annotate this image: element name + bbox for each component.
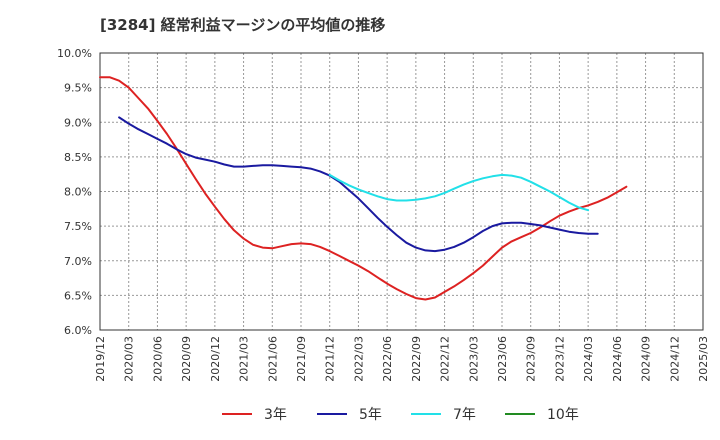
series-line-2 xyxy=(118,116,599,253)
x-tick-label: 2021/12 xyxy=(324,336,337,382)
x-tick-label: 2019/12 xyxy=(94,336,107,382)
x-tick-label: 2023/09 xyxy=(525,336,538,382)
chart-title: [3284] 経常利益マージンの平均値の推移 xyxy=(100,16,386,34)
y-tick-label: 7.5% xyxy=(64,220,92,233)
x-tick-label: 2020/09 xyxy=(180,336,193,382)
plot-area-frame xyxy=(99,52,704,331)
x-tick-label: 2024/03 xyxy=(582,336,595,382)
y-tick-label: 7.0% xyxy=(64,255,92,268)
legend-label: 10年 xyxy=(547,407,579,423)
y-tick-label: 8.0% xyxy=(64,186,92,199)
x-axis-ticks: 2019/12 2020/03 2020/06 2020/09 2020/12 2021/… xyxy=(94,336,710,382)
x-tick-label: 2022/09 xyxy=(410,336,423,382)
y-axis-ticks: 10.0% 9.5% 9.0% 8.5% 8.0% 7.5% 7.0% 6.5% 6.0% xyxy=(57,47,92,337)
x-tick-label: 2020/03 xyxy=(123,336,136,382)
x-tick-label: 2020/12 xyxy=(209,336,222,382)
legend: 3年 5年 7年 10年 xyxy=(222,407,579,423)
x-tick-label: 2024/12 xyxy=(668,336,681,382)
x-tick-label: 2021/09 xyxy=(295,336,308,382)
y-tick-label: 10.0% xyxy=(57,47,92,60)
x-tick-label: 2022/03 xyxy=(352,336,365,382)
y-tick-label: 9.0% xyxy=(64,116,92,129)
y-tick-label: 9.5% xyxy=(64,82,92,95)
legend-label: 5年 xyxy=(359,407,382,423)
x-tick-label: 2024/09 xyxy=(640,336,653,382)
series-lines xyxy=(99,76,628,301)
legend-label: 3年 xyxy=(264,407,287,423)
y-tick-label: 6.0% xyxy=(64,324,92,337)
x-tick-label: 2023/03 xyxy=(467,336,480,382)
series-line-1 xyxy=(99,76,628,301)
x-tick-label: 2022/12 xyxy=(439,336,452,382)
x-tick-label: 2025/03 xyxy=(697,336,710,382)
grid-lines xyxy=(99,52,704,331)
y-tick-label: 8.5% xyxy=(64,151,92,164)
x-tick-label: 2020/06 xyxy=(151,336,164,382)
x-tick-label: 2022/06 xyxy=(381,336,394,382)
y-tick-label: 6.5% xyxy=(64,289,92,302)
x-tick-label: 2024/06 xyxy=(611,336,624,382)
x-tick-label: 2021/03 xyxy=(238,336,251,382)
x-tick-label: 2023/12 xyxy=(553,336,566,382)
x-tick-label: 2023/06 xyxy=(496,336,509,382)
x-tick-label: 2021/06 xyxy=(266,336,279,382)
series-line-3 xyxy=(328,173,590,212)
legend-label: 7年 xyxy=(453,407,476,423)
